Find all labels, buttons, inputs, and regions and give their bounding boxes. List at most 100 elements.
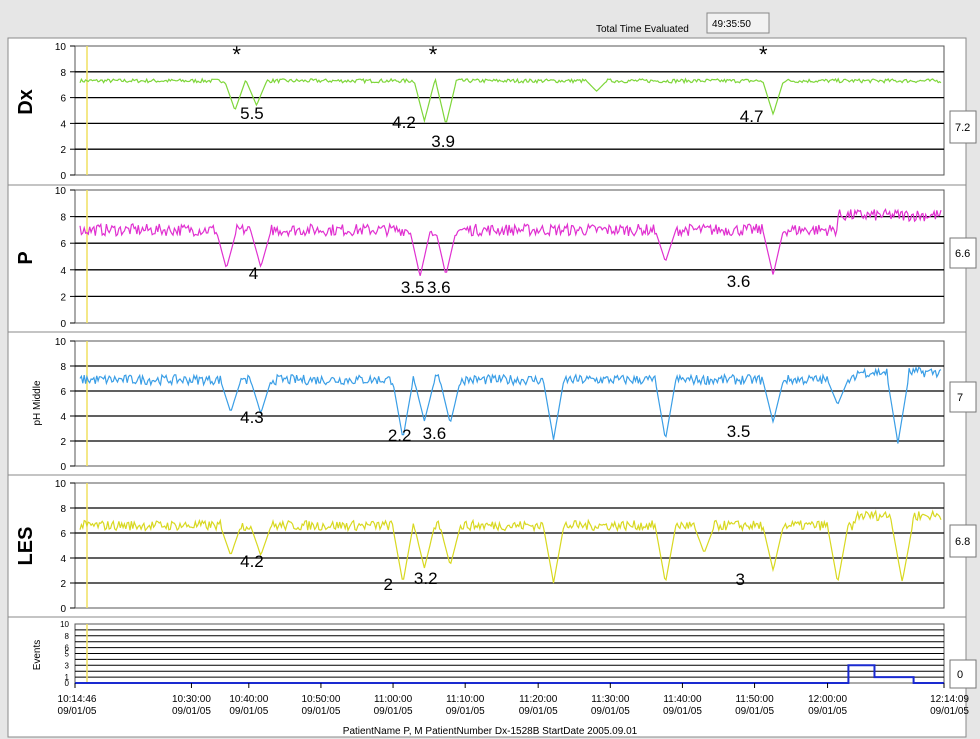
plot-area bbox=[74, 189, 945, 324]
events-trace bbox=[75, 664, 944, 684]
x-tick-time: 10:30:00 bbox=[172, 694, 211, 705]
dx-plot[interactable]: 0 2 4 6 8 10 5.5 4.2 3.9 4.7 * * * bbox=[55, 42, 945, 182]
p-current-value: 6.6 bbox=[955, 248, 970, 260]
p-axis-label: P bbox=[15, 251, 37, 264]
plot-area bbox=[74, 340, 945, 467]
ph-panel[interactable]: pH Middle 0 2 4 6 8 10 4.3 2.2 3.6 3.5 7 bbox=[7, 331, 977, 476]
dx-axis-label: Dx bbox=[15, 89, 37, 115]
x-tick-date: 09/01/05 bbox=[591, 706, 630, 717]
signal-trace bbox=[79, 207, 942, 276]
x-tick-date: 09/01/05 bbox=[374, 706, 413, 717]
y-tick-label: 2 bbox=[60, 292, 66, 303]
y-tick-label: 10 bbox=[55, 42, 67, 53]
value-annotation: 3 bbox=[735, 570, 744, 589]
les-current-value: 6.8 bbox=[955, 536, 970, 548]
x-tick-date: 09/01/05 bbox=[808, 706, 847, 717]
x-tick-time: 11:20:00 bbox=[519, 694, 558, 705]
x-tick-date: 09/01/05 bbox=[229, 706, 268, 717]
y-tick-label: 5 bbox=[65, 650, 70, 659]
les-panel[interactable]: LES 0 2 4 6 8 10 4.2 2 3.2 3 6.8 bbox=[7, 474, 977, 618]
x-tick-date: 09/01/05 bbox=[58, 706, 97, 717]
y-tick-label: 2 bbox=[60, 145, 66, 156]
y-tick-label: 10 bbox=[55, 186, 67, 197]
plot-area bbox=[74, 482, 945, 609]
total-time-value: 49:35:50 bbox=[712, 19, 751, 30]
event-asterisk: * bbox=[429, 42, 438, 67]
x-tick-time: 11:50:00 bbox=[735, 694, 774, 705]
y-tick-label: 6 bbox=[60, 239, 66, 250]
x-tick-date: 09/01/05 bbox=[735, 706, 774, 717]
value-annotation: 3.6 bbox=[427, 278, 451, 297]
value-annotation: 3.5 bbox=[401, 278, 425, 297]
event-asterisk: * bbox=[232, 42, 241, 67]
les-axis-label: LES bbox=[15, 527, 37, 566]
les-plot[interactable]: 0 2 4 6 8 10 4.2 2 3.2 3 bbox=[55, 479, 945, 615]
total-time-box bbox=[706, 12, 770, 34]
x-tick-time: 12:14:09 bbox=[930, 694, 969, 705]
ph-current-box bbox=[949, 381, 977, 413]
y-tick-label: 2 bbox=[60, 579, 66, 590]
y-tick-label: 10 bbox=[55, 337, 67, 348]
p-current-box bbox=[949, 237, 977, 269]
dx-current-box bbox=[949, 110, 977, 144]
value-annotation: 3.6 bbox=[423, 424, 447, 443]
time-axis: 10:14:4609/01/0510:30:0009/01/0510:40:00… bbox=[58, 683, 969, 717]
y-tick-label: 1 bbox=[65, 673, 70, 682]
value-annotation: 4.2 bbox=[392, 113, 416, 132]
y-tick-label: 8 bbox=[60, 504, 66, 515]
value-annotation: 2.2 bbox=[388, 426, 412, 445]
y-tick-label: 4 bbox=[60, 412, 66, 423]
y-tick-label: 8 bbox=[60, 68, 66, 79]
value-annotation: 4.2 bbox=[240, 552, 264, 571]
value-annotation: 4.3 bbox=[240, 408, 264, 427]
y-tick-label: 4 bbox=[60, 119, 66, 130]
y-tick-label: 4 bbox=[60, 554, 66, 565]
y-tick-label: 8 bbox=[60, 213, 66, 224]
signal-trace bbox=[79, 365, 942, 444]
plot-area bbox=[74, 45, 945, 176]
header-bar: Total Time Evaluated 49:35:50 bbox=[596, 12, 770, 35]
x-tick-time: 11:30:00 bbox=[591, 694, 630, 705]
events-current-value: 0 bbox=[957, 669, 963, 681]
value-annotation: 2 bbox=[383, 575, 392, 594]
x-tick-time: 11:40:00 bbox=[663, 694, 702, 705]
y-tick-label: 2 bbox=[60, 437, 66, 448]
x-tick-date: 09/01/05 bbox=[172, 706, 211, 717]
total-time-label: Total Time Evaluated bbox=[596, 24, 689, 35]
value-annotation: 3.5 bbox=[727, 422, 751, 441]
y-tick-label: 8 bbox=[65, 632, 70, 641]
y-tick-label: 0 bbox=[60, 319, 66, 330]
value-annotation: 4 bbox=[249, 264, 258, 283]
signal-trace bbox=[79, 509, 942, 584]
events-current-box bbox=[949, 659, 977, 689]
y-tick-label: 0 bbox=[60, 604, 66, 615]
ph-axis-label: pH Middle bbox=[32, 380, 43, 425]
x-tick-date: 09/01/05 bbox=[519, 706, 558, 717]
x-tick-date: 09/01/05 bbox=[663, 706, 702, 717]
signal-trace bbox=[79, 77, 942, 124]
x-tick-date: 09/01/05 bbox=[930, 706, 969, 717]
dx-current-value: 7.2 bbox=[955, 122, 970, 134]
y-tick-label: 10 bbox=[55, 479, 67, 490]
x-tick-date: 09/01/05 bbox=[301, 706, 340, 717]
y-tick-label: 4 bbox=[60, 266, 66, 277]
y-tick-label: 6 bbox=[60, 387, 66, 398]
y-tick-label: 6 bbox=[60, 94, 66, 105]
event-asterisk: * bbox=[759, 42, 768, 67]
events-plot[interactable]: 01 3 56 8 10 bbox=[60, 620, 945, 688]
ph-plot[interactable]: 0 2 4 6 8 10 4.3 2.2 3.6 3.5 bbox=[55, 337, 945, 473]
y-tick-label: 10 bbox=[60, 620, 69, 629]
x-tick-date: 09/01/05 bbox=[446, 706, 485, 717]
les-current-box bbox=[949, 524, 977, 558]
y-tick-label: 8 bbox=[60, 362, 66, 373]
value-annotation: 4.7 bbox=[740, 107, 764, 126]
y-tick-label: 3 bbox=[65, 661, 70, 670]
dx-panel[interactable]: Dx 0 2 4 6 8 10 5.5 4.2 3.9 4.7 * * * 7.2 bbox=[7, 37, 977, 186]
events-axis-label: Events bbox=[32, 640, 43, 671]
ph-current-value: 7 bbox=[957, 392, 963, 404]
x-tick-time: 11:00:00 bbox=[374, 694, 413, 705]
